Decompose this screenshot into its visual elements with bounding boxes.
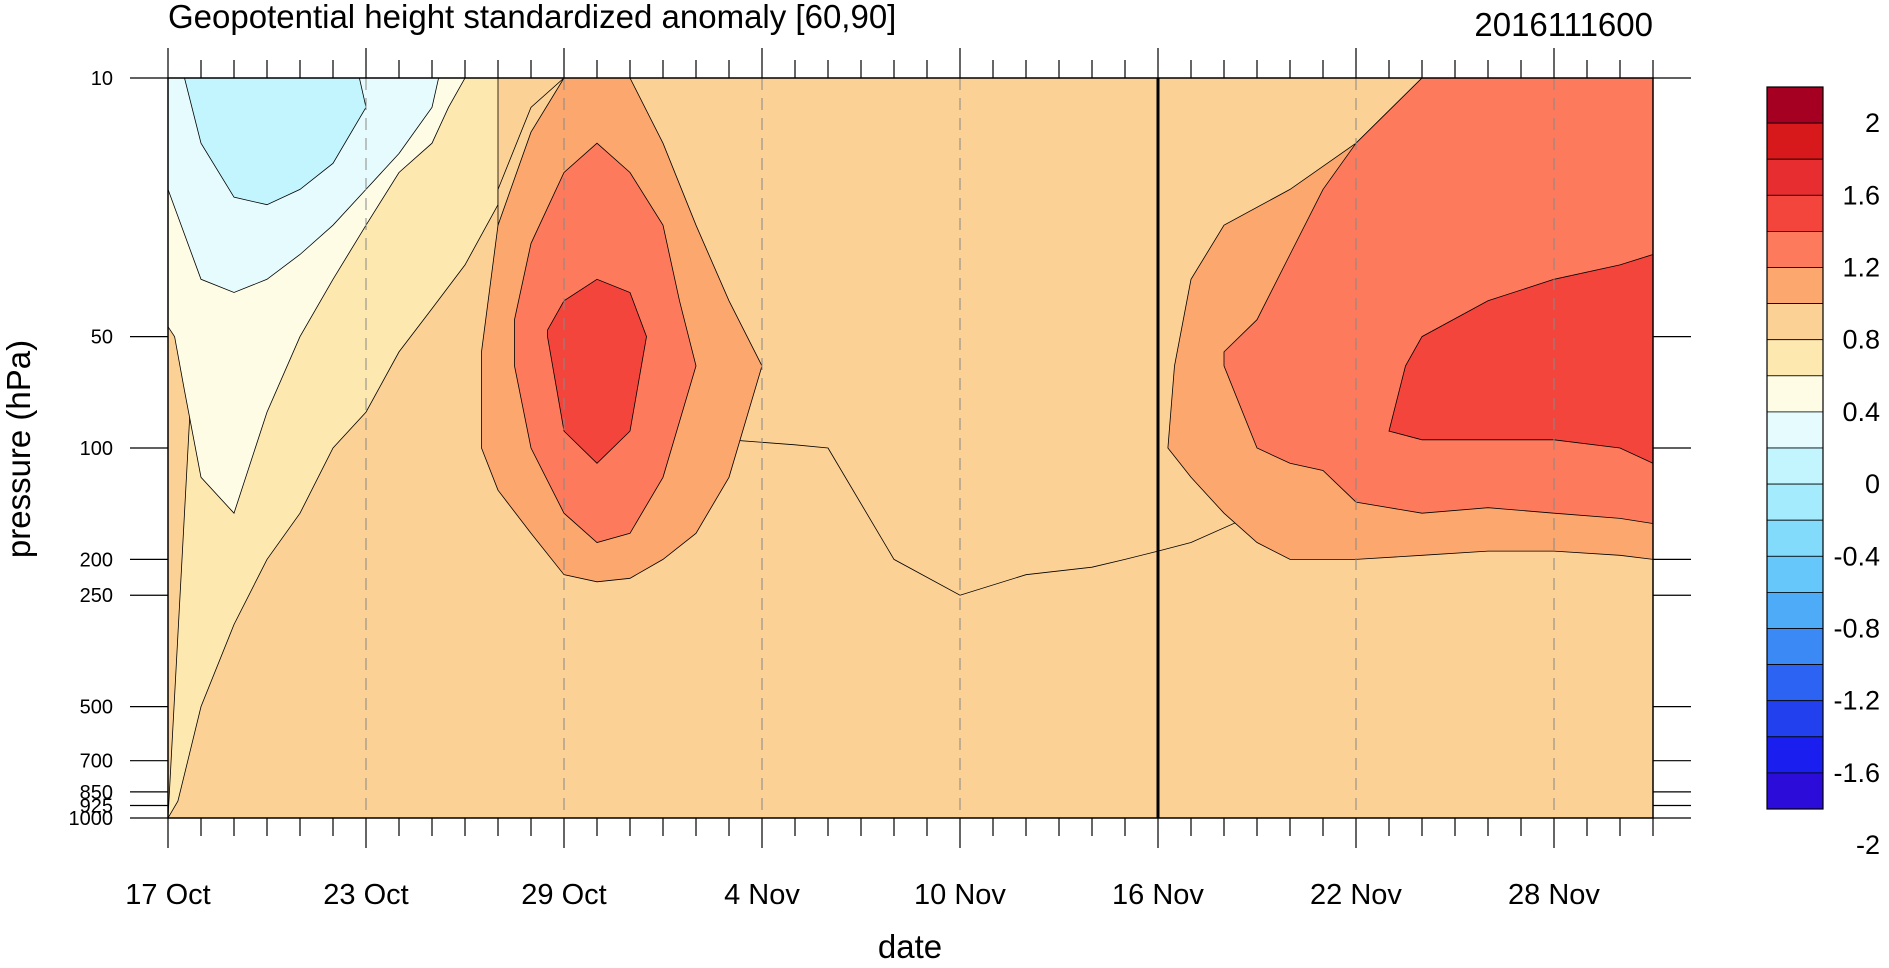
x-tick-label: 29 Oct: [521, 879, 606, 911]
y-tick-label: 925: [80, 795, 113, 817]
x-tick-label: 16 Nov: [1112, 879, 1204, 911]
y-tick-label: 10: [91, 68, 113, 90]
colorbar-label: -2: [1856, 830, 1880, 860]
colorbar-label: 0.4: [1842, 397, 1880, 427]
contour-region-4: [184, 78, 367, 206]
colorbar-swatch: [1766, 772, 1824, 810]
colorbar-swatch: [1766, 592, 1824, 629]
colorbar: 2 1.6 1.2 0.8 0.4 0 -0.4 -0.8 -1.2 -1.6 -2: [1766, 86, 1880, 860]
colorbar-swatch: [1766, 519, 1824, 557]
colorbar-label: -0.4: [1833, 541, 1880, 571]
y-tick-label: 850: [80, 782, 113, 804]
colorbar-swatch: [1766, 628, 1824, 665]
y-tick-label: 50: [91, 327, 113, 349]
plot-area: [168, 78, 1653, 818]
colorbar-swatch: [1766, 700, 1824, 738]
contour-region-8: [547, 278, 647, 464]
colorbar-label: -1.2: [1833, 686, 1880, 716]
x-axis-label: date: [878, 928, 942, 963]
colorbar-label: -1.6: [1833, 758, 1880, 788]
fill-layer: [168, 78, 1653, 818]
colorbar-swatch: [1766, 86, 1824, 124]
y-tick-label: 700: [80, 751, 113, 773]
x-tick-label: 17 Oct: [125, 879, 210, 911]
x-tick-label: 22 Nov: [1310, 879, 1402, 911]
colorbar-swatch: [1766, 339, 1824, 377]
y-tick-label: 1000: [69, 808, 114, 830]
colorbar-label: 0.8: [1842, 325, 1880, 355]
colorbar-label: 0: [1865, 469, 1880, 499]
x-tick-label: 23 Oct: [323, 879, 408, 911]
y-tick-label: 250: [80, 585, 113, 607]
x-axis: 17 Oct 23 Oct 29 Oct 4 Nov 10 Nov 16 Nov 22 No…: [125, 48, 1654, 911]
colorbar-label: -0.8: [1833, 614, 1880, 644]
colorbar-frame: [1766, 86, 1824, 810]
colorbar-swatch: [1766, 664, 1824, 702]
colorbar-label: 2: [1865, 108, 1880, 138]
colorbar-label: 1.2: [1842, 253, 1880, 283]
chart-subtitle-right: 2016111600: [1474, 6, 1653, 43]
colorbar-swatch: [1766, 158, 1824, 196]
contour-region-11: [1388, 254, 1653, 464]
x-tick-label: 4 Nov: [724, 879, 800, 911]
colorbar-label: 1.6: [1842, 180, 1880, 210]
colorbar-swatch: [1766, 267, 1824, 304]
y-tick-label: 100: [80, 438, 113, 460]
colorbar-swatch: [1766, 122, 1824, 160]
y-axis-label: pressure (hPa): [0, 340, 37, 558]
colorbar-swatch: [1766, 411, 1824, 449]
x-tick-label: 10 Nov: [914, 879, 1006, 911]
colorbar-swatch: [1766, 555, 1824, 593]
colorbar-swatch: [1766, 447, 1824, 485]
colorbar-swatch: [1766, 483, 1824, 521]
chart-title: Geopotential height standardized anomaly…: [168, 0, 896, 35]
x-tick-label: 28 Nov: [1508, 879, 1600, 911]
colorbar-swatch: [1766, 194, 1824, 232]
colorbar-swatch: [1766, 375, 1824, 413]
y-tick-label: 200: [80, 549, 113, 571]
colorbar-swatch: [1766, 736, 1824, 774]
y-tick-label: 500: [80, 697, 113, 719]
colorbar-swatch: [1766, 303, 1824, 341]
colorbar-swatch: [1766, 230, 1824, 268]
